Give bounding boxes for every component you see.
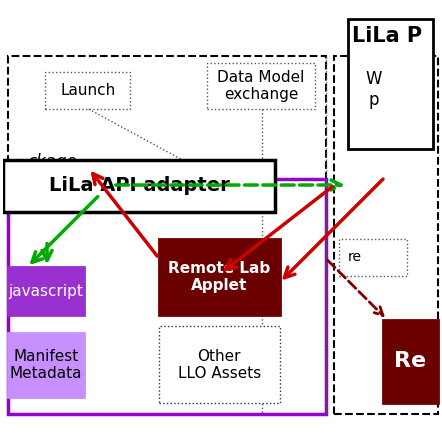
Text: Re: Re — [394, 351, 426, 371]
FancyBboxPatch shape — [339, 239, 407, 276]
Text: LiLa P: LiLa P — [352, 26, 422, 46]
Text: javascript: javascript — [8, 284, 84, 299]
Text: Launch: Launch — [60, 83, 115, 98]
FancyBboxPatch shape — [383, 320, 438, 403]
Text: Data Model
exchange: Data Model exchange — [217, 70, 305, 102]
Text: LiLa API adapter: LiLa API adapter — [49, 176, 229, 195]
FancyBboxPatch shape — [8, 333, 84, 396]
FancyBboxPatch shape — [3, 160, 275, 212]
Text: Remote Lab
Applet: Remote Lab Applet — [168, 261, 271, 293]
Text: Other
LLO Assets: Other LLO Assets — [178, 349, 261, 381]
FancyBboxPatch shape — [159, 239, 280, 315]
FancyBboxPatch shape — [159, 326, 280, 403]
Text: Manifest
Metadata: Manifest Metadata — [10, 349, 82, 381]
FancyBboxPatch shape — [8, 267, 84, 315]
FancyBboxPatch shape — [348, 19, 433, 149]
Text: W
p: W p — [366, 70, 382, 109]
Text: re: re — [348, 250, 362, 264]
Text: ckage: ckage — [27, 153, 77, 171]
